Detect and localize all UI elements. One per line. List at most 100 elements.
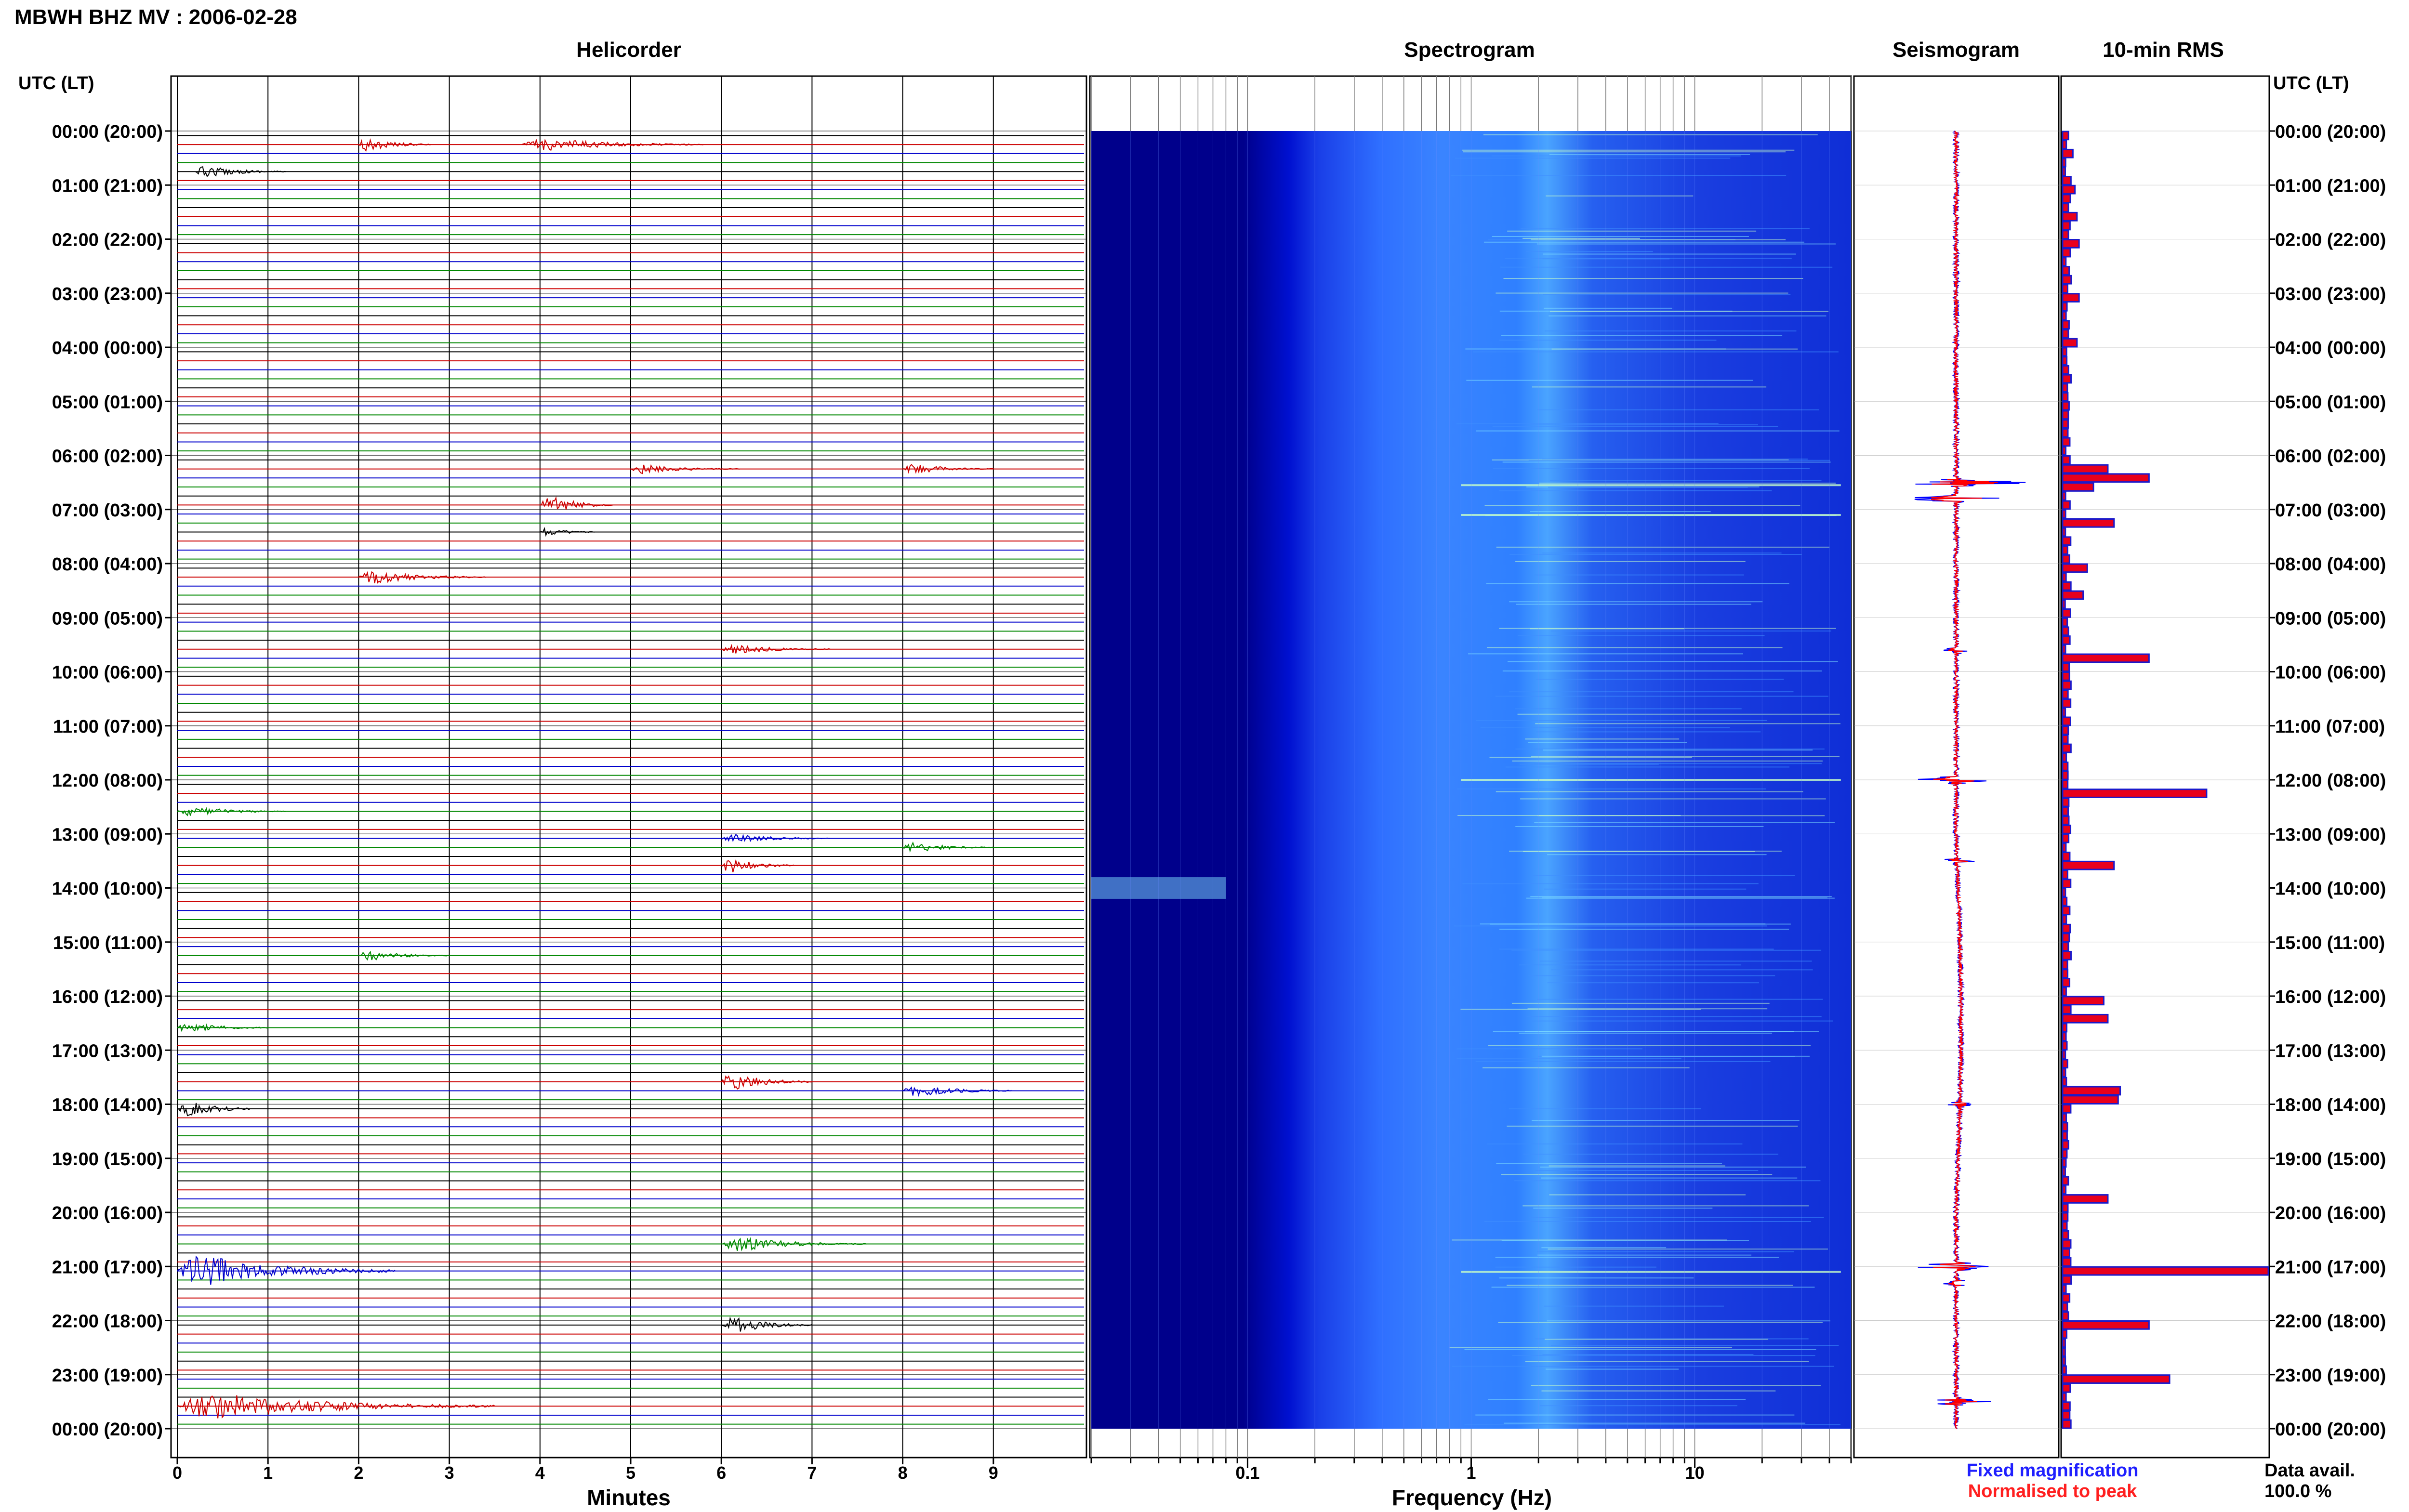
time-tick-label-right-21: 21:00 (17:00) (2275, 1257, 2386, 1277)
helicorder-event-16 (721, 1075, 812, 1090)
rms-bar-135 (2062, 1347, 2066, 1357)
spectrogram-x-tick-label-0: 0.1 (1235, 1463, 1259, 1483)
helicorder-event-3 (902, 464, 993, 474)
time-tick-label-left-19: 19:00 (15:00) (52, 1149, 163, 1170)
rms-bar-34 (2062, 437, 2071, 447)
rms-bar-13 (2062, 248, 2071, 258)
rms-bar-74 (2062, 797, 2070, 807)
rms-bar-141 (2062, 1401, 2071, 1411)
rms-bar-83 (2062, 879, 2072, 888)
helicorder-event-7 (358, 571, 486, 584)
helicorder-x-tick-label-6: 6 (716, 1463, 726, 1483)
time-tick-label-right-18: 18:00 (14:00) (2275, 1095, 2386, 1116)
rms-bars (2062, 131, 2269, 1429)
rms-bar-133 (2062, 1329, 2067, 1339)
rms-bar-41 (2062, 500, 2071, 510)
rms-bar-136 (2062, 1356, 2066, 1366)
rms-bar-118 (2062, 1194, 2109, 1204)
rms-bar-10 (2062, 221, 2071, 231)
time-tick-label-right-23: 23:00 (19:00) (2275, 1366, 2386, 1386)
rms-bar-20 (2062, 311, 2067, 321)
rms-bar-54 (2062, 617, 2068, 627)
time-tick-label-left-11: 11:00 (07:00) (53, 717, 163, 737)
time-axis-label-right: UTC (LT) (2273, 73, 2349, 93)
rms-bar-113 (2062, 1149, 2068, 1159)
rms-bar-32 (2062, 419, 2069, 429)
time-tick-label-left-15: 15:00 (11:00) (53, 933, 163, 953)
helicorder-event-1 (521, 139, 703, 151)
rms-bar-15 (2062, 266, 2070, 276)
rms-bar-67 (2062, 734, 2069, 744)
rms-bar-77 (2062, 825, 2072, 834)
seismogram-frame (1853, 75, 2060, 1459)
helicorder-x-tick-label-9: 9 (989, 1463, 998, 1483)
rms-bar-69 (2062, 752, 2067, 763)
rms-bar-28 (2062, 383, 2068, 393)
spectrogram-streaks (1091, 134, 1841, 1425)
time-tick-label-right-19: 19:00 (15:00) (2275, 1149, 2386, 1170)
time-tick-label-left-5: 05:00 (01:00) (52, 392, 163, 412)
rms-bar-16 (2062, 275, 2072, 285)
rms-bar-50 (2062, 581, 2072, 591)
rms-bar-89 (2062, 933, 2070, 943)
rms-bar-42 (2062, 509, 2066, 519)
time-tick-label-right-0: 00:00 (20:00) (2275, 122, 2386, 142)
rms-bar-43 (2062, 518, 2115, 528)
rms-bar-129 (2062, 1293, 2071, 1303)
rms-bar-86 (2062, 906, 2071, 916)
rms-bar-55 (2062, 626, 2069, 636)
rms-bar-47 (2062, 554, 2070, 564)
spectrogram-x-tick-label-2: 10 (1685, 1463, 1705, 1483)
rms-bar-18 (2062, 293, 2080, 302)
rms-bar-107 (2062, 1095, 2119, 1105)
time-tick-label-left-20: 20:00 (16:00) (52, 1203, 163, 1223)
rms-bar-19 (2062, 302, 2068, 312)
panel-title-helicorder: Helicorder (576, 38, 681, 62)
rms-bar-44 (2062, 527, 2066, 537)
rms-bar-103 (2062, 1059, 2068, 1069)
helicorder-x-tick-label-4: 4 (535, 1463, 545, 1483)
rms-bar-21 (2062, 320, 2070, 330)
helicorder-x-tick-label-1: 1 (263, 1463, 273, 1483)
rms-bar-119 (2062, 1203, 2069, 1213)
rms-bar-117 (2062, 1185, 2067, 1195)
rms-bar-31 (2062, 410, 2069, 420)
rms-bar-68 (2062, 743, 2072, 753)
panel-title-spectrogram: Spectrogram (1404, 38, 1535, 62)
rms-bar-0 (2062, 131, 2069, 141)
spectrogram-low-frequency-patch (1091, 877, 1226, 899)
rms-bar-5 (2062, 176, 2072, 185)
rms-bar-22 (2062, 329, 2069, 339)
legend-fixed-magnification: Fixed magnification (1967, 1460, 2139, 1481)
rms-bar-92 (2062, 960, 2068, 970)
time-tick-label-left-17: 17:00 (13:00) (52, 1041, 163, 1061)
rms-bar-37 (2062, 464, 2109, 474)
rms-bar-140 (2062, 1392, 2067, 1402)
time-tick-label-left-10: 10:00 (06:00) (52, 663, 163, 683)
rms-bar-17 (2062, 284, 2069, 294)
rms-bar-142 (2062, 1410, 2071, 1420)
rms-bar-72 (2062, 779, 2069, 789)
rms-bar-87 (2062, 915, 2067, 924)
time-tick-label-left-3: 03:00 (23:00) (52, 284, 163, 304)
rms-bar-71 (2062, 770, 2069, 780)
rms-bar-4 (2062, 167, 2066, 177)
rms-bar-9 (2062, 211, 2078, 222)
helicorder-event-5 (540, 496, 613, 510)
data-availability-value: 100.0 % (2264, 1481, 2331, 1501)
rms-bar-40 (2062, 491, 2066, 501)
helicorder-x-tick-label-3: 3 (445, 1463, 454, 1483)
rms-bar-90 (2062, 942, 2069, 951)
rms-bar-91 (2062, 950, 2072, 960)
rms-bar-102 (2062, 1050, 2066, 1060)
time-tick-label-left-21: 21:00 (17:00) (52, 1257, 163, 1277)
rms-bar-3 (2062, 158, 2066, 168)
rms-bar-46 (2062, 545, 2068, 555)
time-tick-label-right-17: 17:00 (13:00) (2275, 1041, 2386, 1061)
data-availability-label: Data avail. (2264, 1460, 2355, 1481)
rms-bar-49 (2062, 572, 2067, 582)
time-tick-label-right-13: 13:00 (09:00) (2275, 825, 2386, 845)
rms-bar-14 (2062, 257, 2067, 267)
rms-bar-85 (2062, 896, 2068, 907)
helicorder-event-14 (177, 1023, 268, 1032)
